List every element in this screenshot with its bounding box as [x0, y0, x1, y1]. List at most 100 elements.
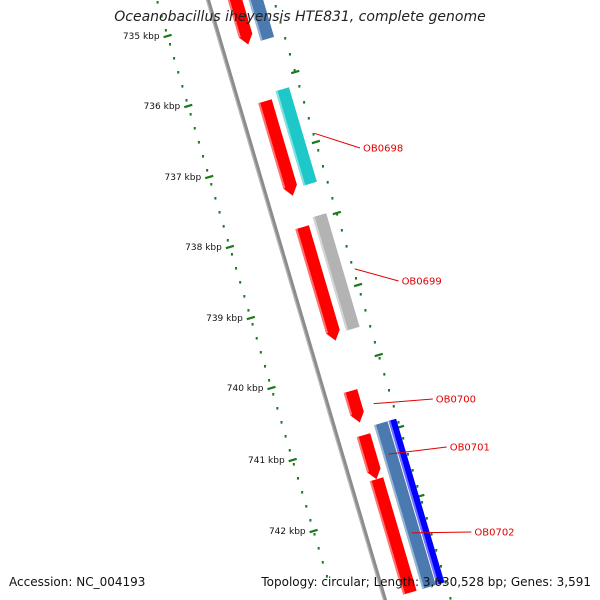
- ruler-dot: [164, 29, 167, 32]
- ruler-dot: [280, 421, 283, 424]
- gene-label: OB0698: [363, 144, 403, 155]
- outer-ruler-dot: [392, 405, 395, 408]
- ruler-tick-label: 736 kbp: [144, 102, 181, 112]
- ruler-dot: [230, 253, 233, 256]
- outer-ruler-dot: [336, 213, 339, 216]
- gene-highlight: [248, 0, 263, 41]
- backbone-line: [205, 0, 388, 600]
- outer-ruler-dot: [364, 309, 367, 312]
- genome-stats-text: Topology: circular; Length: 3,630,528 bp…: [261, 575, 591, 589]
- gene-label: OB0701: [450, 443, 490, 454]
- outer-ruler-major-tick: [332, 210, 342, 216]
- ruler-major-tick: [267, 385, 276, 391]
- outer-ruler-dot: [312, 133, 315, 136]
- ruler-major-tick: [225, 244, 235, 250]
- outer-ruler-dot: [397, 421, 400, 424]
- ruler-tick-label: 735 kbp: [123, 32, 160, 42]
- ruler-dot: [321, 561, 324, 564]
- ruler-dot: [206, 169, 209, 172]
- ruler-dot: [255, 337, 258, 340]
- ruler-dot: [284, 435, 287, 438]
- gene-feature: [312, 213, 360, 331]
- gene-label-leader: [373, 398, 433, 405]
- gene-arrow: [343, 389, 364, 423]
- ruler-tick-label: 739 kbp: [206, 314, 243, 324]
- gene-label-leader: [314, 132, 361, 149]
- outer-ruler-dot: [355, 277, 358, 280]
- ruler-major-tick: [163, 33, 172, 39]
- ruler-dot: [173, 57, 176, 60]
- outer-ruler-dot: [293, 69, 296, 72]
- ruler-dot: [247, 309, 250, 312]
- ruler-dot: [202, 155, 205, 158]
- ruler-major-tick: [204, 174, 214, 180]
- outer-ruler-dot: [373, 341, 376, 344]
- gene-arrow: [227, 0, 253, 45]
- ruler-dot: [181, 85, 184, 88]
- ruler-dot: [259, 351, 262, 354]
- outer-ruler-dot: [402, 437, 405, 440]
- ruler-dot: [305, 505, 308, 508]
- gene-feature: [227, 0, 253, 45]
- outer-ruler-dot: [388, 389, 391, 392]
- gene-highlight: [388, 420, 439, 585]
- outer-ruler-dot: [279, 21, 282, 24]
- gene-arrow: [275, 87, 317, 186]
- outer-ruler-dot: [444, 581, 447, 584]
- gene-arrow: [388, 418, 445, 585]
- gene-feature: [275, 87, 317, 186]
- gene-arrow: [248, 0, 275, 41]
- outer-ruler-dot: [345, 245, 348, 248]
- outer-ruler-major-tick: [353, 282, 363, 288]
- ruler-tick-label: 741 kbp: [248, 456, 285, 466]
- gene-highlight: [258, 102, 286, 189]
- gene-highlight: [369, 480, 406, 595]
- outer-ruler-dot: [411, 469, 414, 472]
- gene-feature: [258, 99, 297, 196]
- ruler-dot: [276, 407, 279, 410]
- ruler-dot: [251, 323, 254, 326]
- ruler-dot: [272, 393, 275, 396]
- outer-ruler-dot: [303, 101, 306, 104]
- gene-label: OB0699: [402, 277, 442, 288]
- outer-ruler-dot: [340, 229, 343, 232]
- outer-ruler-major-tick: [290, 69, 300, 75]
- ruler-dot: [325, 575, 328, 578]
- gene-labels: OB0698 OB0699 OB0700 OB0701 OB0702: [314, 132, 515, 539]
- ruler-tick-label: 740 kbp: [227, 384, 264, 394]
- gene-arrow: [374, 421, 436, 589]
- ruler-dot: [288, 449, 291, 452]
- outer-ruler-dot: [326, 181, 329, 184]
- gene-arrow: [312, 213, 360, 331]
- outer-ruler-dot: [317, 149, 320, 152]
- ruler-tick-label: 742 kbp: [269, 527, 306, 537]
- gene-highlight: [312, 216, 349, 331]
- gene-arrow: [369, 477, 417, 595]
- ruler-major-tick: [246, 315, 256, 321]
- ruler-dot: [263, 365, 266, 368]
- gene-feature: [343, 389, 364, 423]
- outer-ruler-dot: [439, 565, 442, 568]
- outer-ruler-dot: [274, 5, 277, 8]
- ruler-dot: [160, 15, 163, 18]
- gene-label-leader: [354, 268, 399, 282]
- gene-feature: [369, 477, 417, 595]
- outer-ruler-dot: [425, 517, 428, 520]
- ruler-tick-label: 737 kbp: [165, 173, 202, 183]
- outer-ruler-dot: [369, 325, 372, 328]
- outer-ruler-dot: [406, 453, 409, 456]
- gene-feature: [388, 418, 445, 585]
- outer-ruler-major-tick: [311, 139, 321, 145]
- outer-ruler-dot: [430, 533, 433, 536]
- ruler-major-tick: [183, 103, 193, 109]
- gene-arrow: [295, 225, 340, 341]
- map-title: Oceanobacillus iheyensis HTE831, complet…: [114, 9, 486, 25]
- ruler-major-tick: [288, 457, 298, 463]
- ruler-dot: [210, 183, 213, 186]
- outer-ruler-major-tick: [374, 352, 384, 358]
- ruler-dot: [268, 379, 271, 382]
- gene-highlight: [374, 424, 425, 589]
- ruler-dot: [185, 99, 188, 102]
